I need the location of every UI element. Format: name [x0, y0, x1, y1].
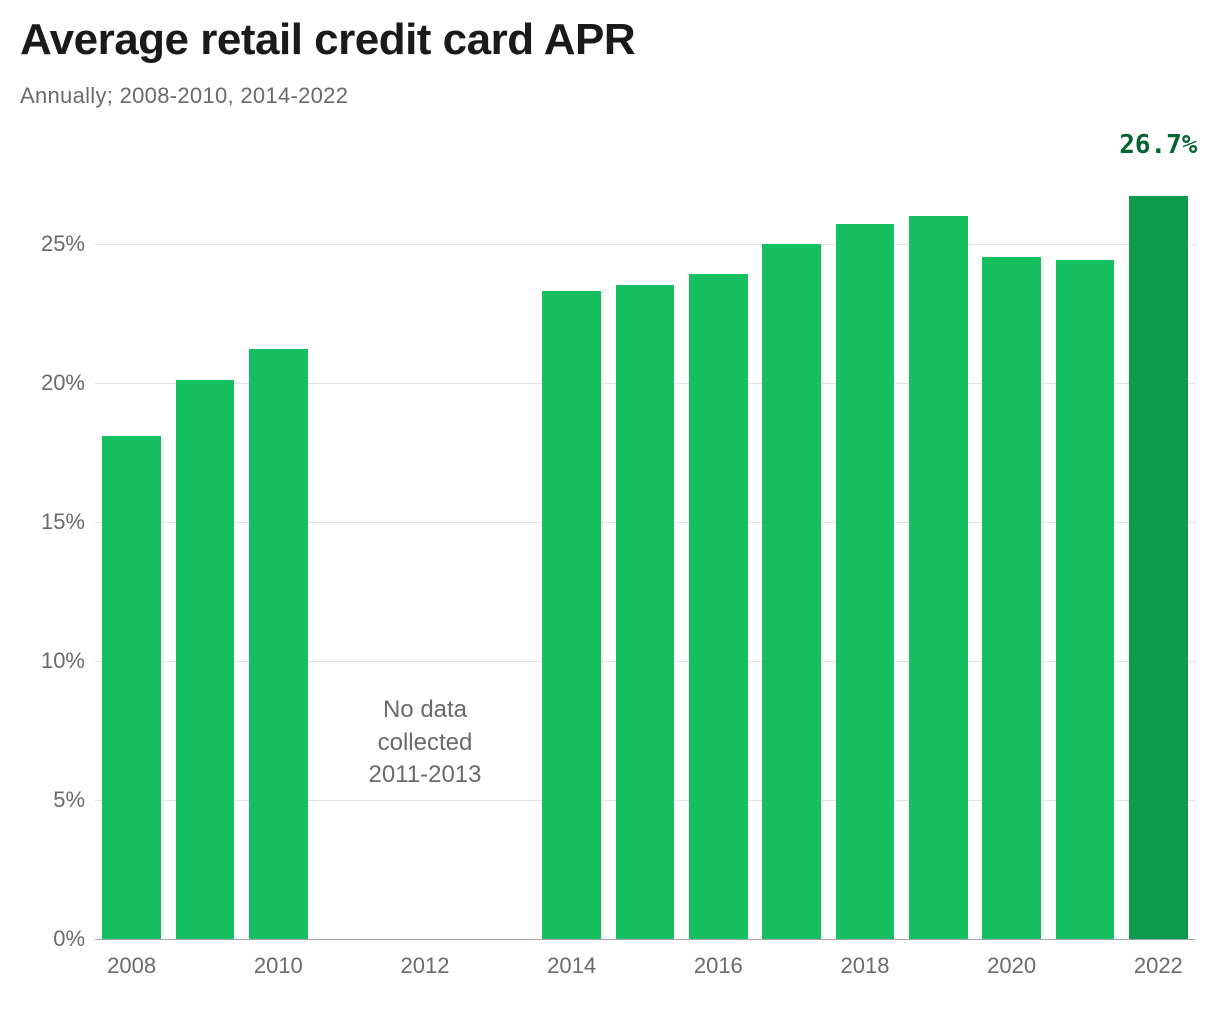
- bar-2017: [762, 244, 821, 939]
- bar-2015: [616, 285, 675, 939]
- chart-subtitle: Annually; 2008-2010, 2014-2022: [20, 83, 1200, 109]
- bar-2018: [836, 224, 895, 939]
- bar-2019: [909, 216, 968, 939]
- bar-2016: [689, 274, 748, 939]
- chart-area: 0% 5% 10% 15% 20% 25% 2008 2010 2012 2014 2016 2018…: [20, 129, 1200, 989]
- gap-note-line: 2011-2013: [369, 759, 482, 791]
- bar-2008: [102, 436, 161, 940]
- plot-region: 0%5%10%15%20%25%200820102012201420162018…: [95, 174, 1195, 939]
- gap-note-line: collected: [369, 727, 482, 759]
- y-axis-label: 15%: [41, 509, 85, 535]
- x-axis-label: 2014: [547, 953, 596, 979]
- bar-2022: [1129, 196, 1188, 939]
- y-axis-label: 25%: [41, 231, 85, 257]
- x-axis-label: 2020: [987, 953, 1036, 979]
- bars-layer: [95, 174, 1195, 939]
- y-axis-label: 20%: [41, 370, 85, 396]
- chart-title: Average retail credit card APR: [20, 15, 1200, 65]
- gap-note: No datacollected2011-2013: [369, 694, 482, 791]
- x-axis-label: 2010: [254, 953, 303, 979]
- callout-value: 26.7%: [1119, 130, 1197, 160]
- x-axis-label: 2016: [694, 953, 743, 979]
- y-axis-label: 10%: [41, 648, 85, 674]
- bar-2021: [1056, 260, 1115, 939]
- gap-note-line: No data: [369, 694, 482, 726]
- gridline: [95, 939, 1195, 940]
- y-axis-label: 0%: [53, 926, 85, 952]
- y-axis-label: 5%: [53, 787, 85, 813]
- x-axis-label: 2018: [841, 953, 890, 979]
- bar-2009: [176, 380, 235, 939]
- x-axis-label: 2008: [107, 953, 156, 979]
- bar-2010: [249, 349, 308, 939]
- x-axis-label: 2022: [1134, 953, 1183, 979]
- bar-2020: [982, 257, 1041, 939]
- bar-2014: [542, 291, 601, 939]
- x-axis-label: 2012: [401, 953, 450, 979]
